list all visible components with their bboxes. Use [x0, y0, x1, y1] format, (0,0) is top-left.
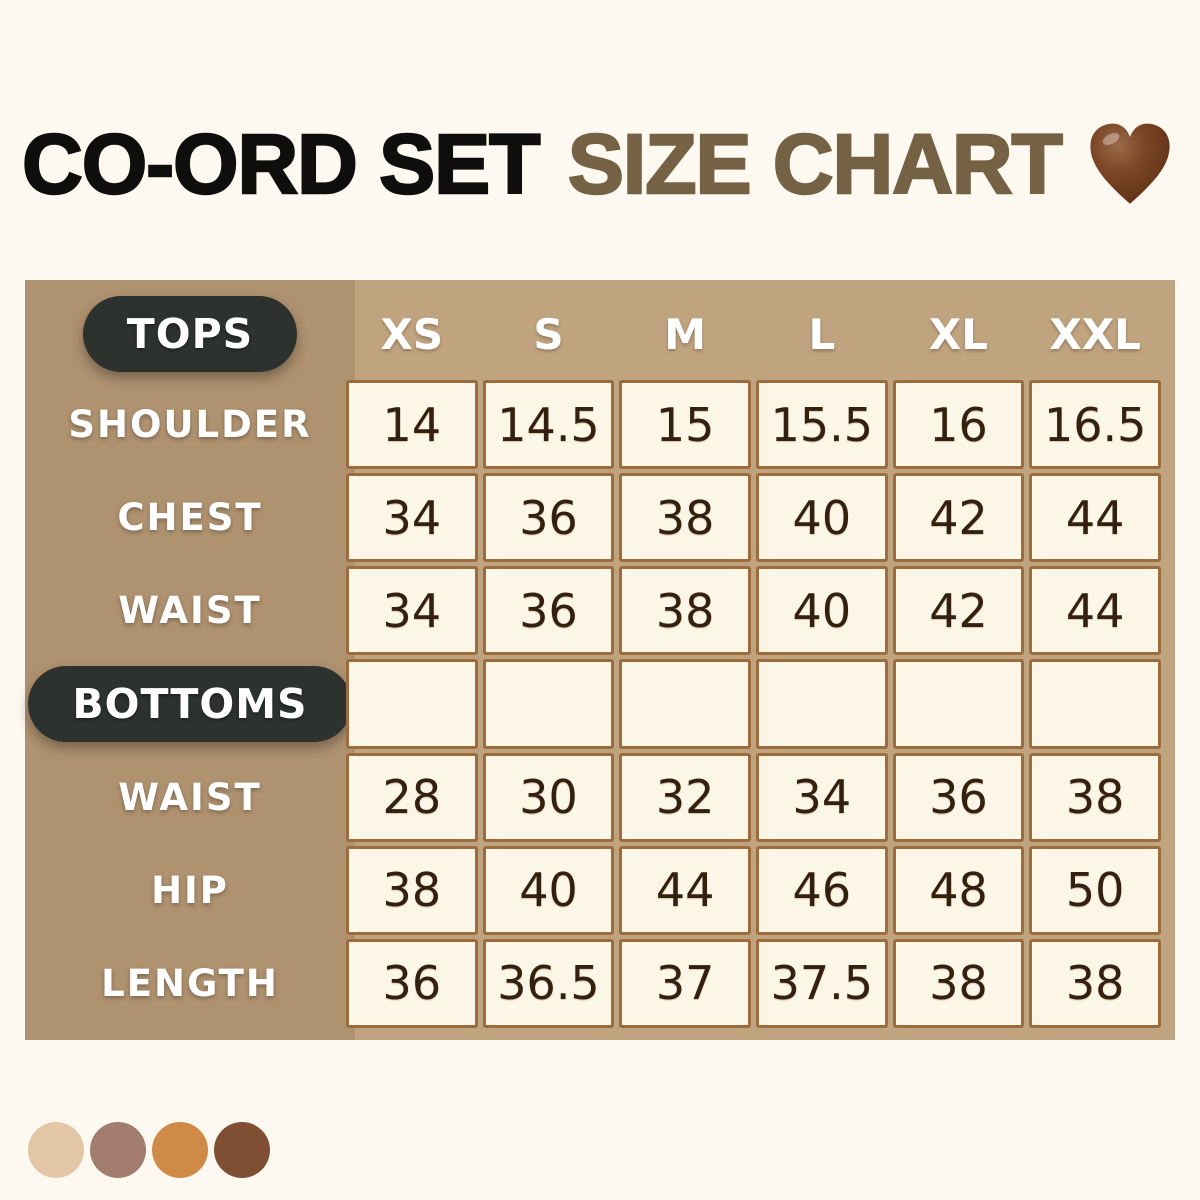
row-label-chest: CHEST	[117, 496, 263, 540]
size-header-l: L	[808, 309, 836, 359]
table-cell: 42	[892, 473, 1025, 563]
table-cell: 15	[619, 380, 751, 470]
table-cell: 34	[346, 473, 478, 563]
table-cell-empty	[1029, 659, 1161, 749]
bottoms-pill-cell: BOTTOMS	[28, 659, 352, 748]
table-cell: 38	[1029, 752, 1161, 842]
table-cell: 36.5	[482, 938, 615, 1028]
table-cell: 15.5	[756, 380, 888, 470]
table-cell: 34	[756, 752, 888, 842]
table-cell: 14	[346, 380, 478, 470]
table-cell: 38	[1029, 938, 1161, 1028]
row-label-waist-bottom: WAIST	[118, 775, 262, 819]
page-title: CO-ORD SET SIZE CHART	[0, 118, 1200, 210]
label-column-shade	[25, 280, 355, 1040]
table-cell: 40	[756, 473, 888, 563]
row-label-waist-top: WAIST	[118, 589, 262, 633]
title-size-chart-label: SIZE CHART	[567, 117, 1064, 211]
table-cell: 37	[619, 938, 751, 1028]
table-cell: 14.5	[482, 380, 615, 470]
size-header-m: M	[664, 309, 707, 359]
row-label-shoulder: SHOULDER	[68, 403, 312, 447]
swatch-mauve-brown	[90, 1122, 146, 1178]
page-title-text: CO-ORD SET SIZE CHART	[21, 121, 1064, 207]
size-header-xxl: XXL	[1049, 309, 1141, 359]
table-cell: 38	[892, 938, 1025, 1028]
table-cell-empty	[892, 659, 1025, 749]
size-chart-grid: TOPS XS S M L XL XXL SHOULDER 14 14.5 15…	[25, 280, 1175, 1040]
table-cell: 30	[482, 752, 615, 842]
tops-pill: TOPS	[82, 296, 298, 372]
title-product-name: CO-ORD SET	[21, 117, 542, 211]
table-cell: 36	[892, 752, 1025, 842]
table-cell: 40	[482, 845, 615, 935]
table-cell: 36	[346, 938, 478, 1028]
table-cell: 16	[892, 380, 1025, 470]
table-cell: 44	[1029, 566, 1161, 656]
bottoms-pill: BOTTOMS	[28, 665, 352, 742]
table-cell-empty	[346, 659, 478, 749]
table-cell: 38	[619, 566, 751, 656]
size-header-xs: XS	[380, 309, 444, 359]
swatch-light-beige	[28, 1122, 84, 1178]
table-cell-empty	[756, 659, 888, 749]
swatch-orange-tan	[152, 1122, 208, 1178]
table-cell: 32	[619, 752, 751, 842]
table-cell: 28	[346, 752, 478, 842]
table-cell-empty	[619, 659, 751, 749]
table-cell: 48	[892, 845, 1025, 935]
brown-heart-icon	[1090, 123, 1170, 204]
color-swatches	[28, 1122, 270, 1178]
table-cell: 36	[482, 473, 615, 563]
table-cell: 44	[619, 845, 751, 935]
tops-pill-cell: TOPS	[39, 292, 341, 376]
size-header-s: S	[533, 309, 564, 359]
table-cell: 50	[1029, 845, 1161, 935]
size-header-xl: XL	[928, 309, 989, 359]
row-label-hip: HIP	[151, 868, 229, 912]
table-cell: 34	[346, 566, 478, 656]
table-cell: 36	[482, 566, 615, 656]
table-cell: 38	[619, 473, 751, 563]
table-cell: 16.5	[1029, 380, 1161, 470]
table-cell: 38	[346, 845, 478, 935]
swatch-dark-brown	[214, 1122, 270, 1178]
table-cell: 37.5	[756, 938, 888, 1028]
table-cell: 46	[756, 845, 888, 935]
table-cell: 42	[892, 566, 1025, 656]
table-cell-empty	[482, 659, 615, 749]
row-label-length: LENGTH	[101, 961, 279, 1005]
table-cell: 40	[756, 566, 888, 656]
size-chart-table: TOPS XS S M L XL XXL SHOULDER 14 14.5 15…	[25, 280, 1175, 1040]
table-cell: 44	[1029, 473, 1161, 563]
